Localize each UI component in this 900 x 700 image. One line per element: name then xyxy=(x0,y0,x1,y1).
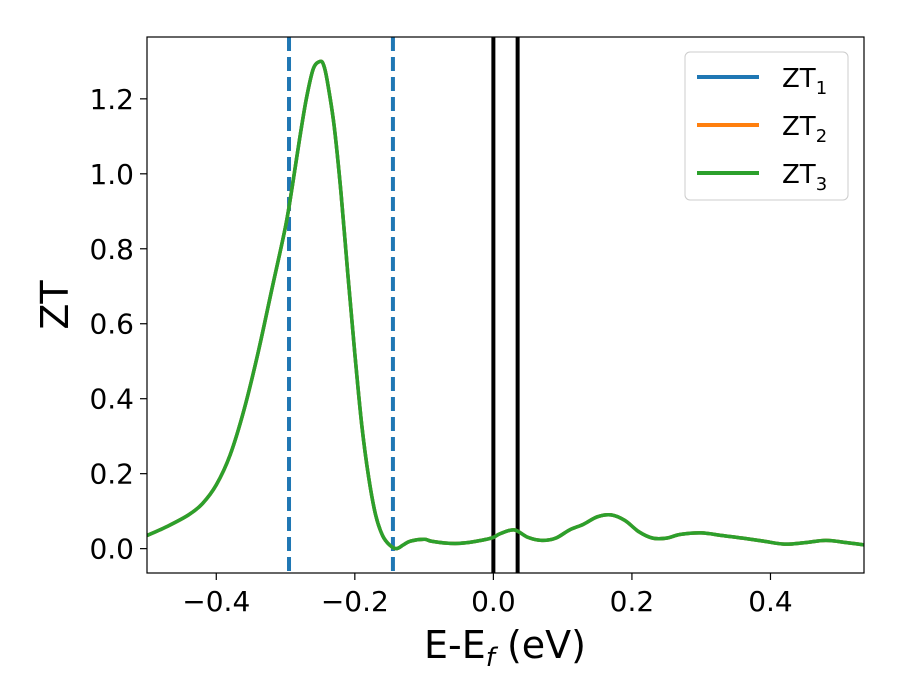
x-tick-label: 0.4 xyxy=(748,585,793,618)
legend-label-zt1: ZT1 xyxy=(782,64,827,99)
x-tick-label: 0.2 xyxy=(610,585,655,618)
y-tick-label: 0.4 xyxy=(89,383,134,416)
legend-label-zt2: ZT2 xyxy=(782,112,827,147)
x-tick-label: −0.2 xyxy=(321,585,389,618)
series-line-zt3 xyxy=(147,59,864,551)
y-tick-label: 0.0 xyxy=(89,533,134,566)
x-axis-label: E-Ef (eV) xyxy=(424,623,586,673)
plot-frame xyxy=(146,36,865,574)
y-tick-label: 0.8 xyxy=(89,233,134,266)
x-tick-label: 0.0 xyxy=(471,585,516,618)
y-tick-label: 0.2 xyxy=(89,458,134,491)
x-tick-label: −0.4 xyxy=(182,585,250,618)
legend: ZT1 ZT2 ZT3 xyxy=(684,51,849,201)
y-tick-label: 0.6 xyxy=(89,308,134,341)
y-tick-label: 1.2 xyxy=(89,83,134,116)
y-tick-label: 1.0 xyxy=(89,158,134,191)
legend-label-zt3: ZT3 xyxy=(782,160,827,195)
legend-box xyxy=(684,51,849,201)
y-axis-label: ZT xyxy=(33,280,77,330)
